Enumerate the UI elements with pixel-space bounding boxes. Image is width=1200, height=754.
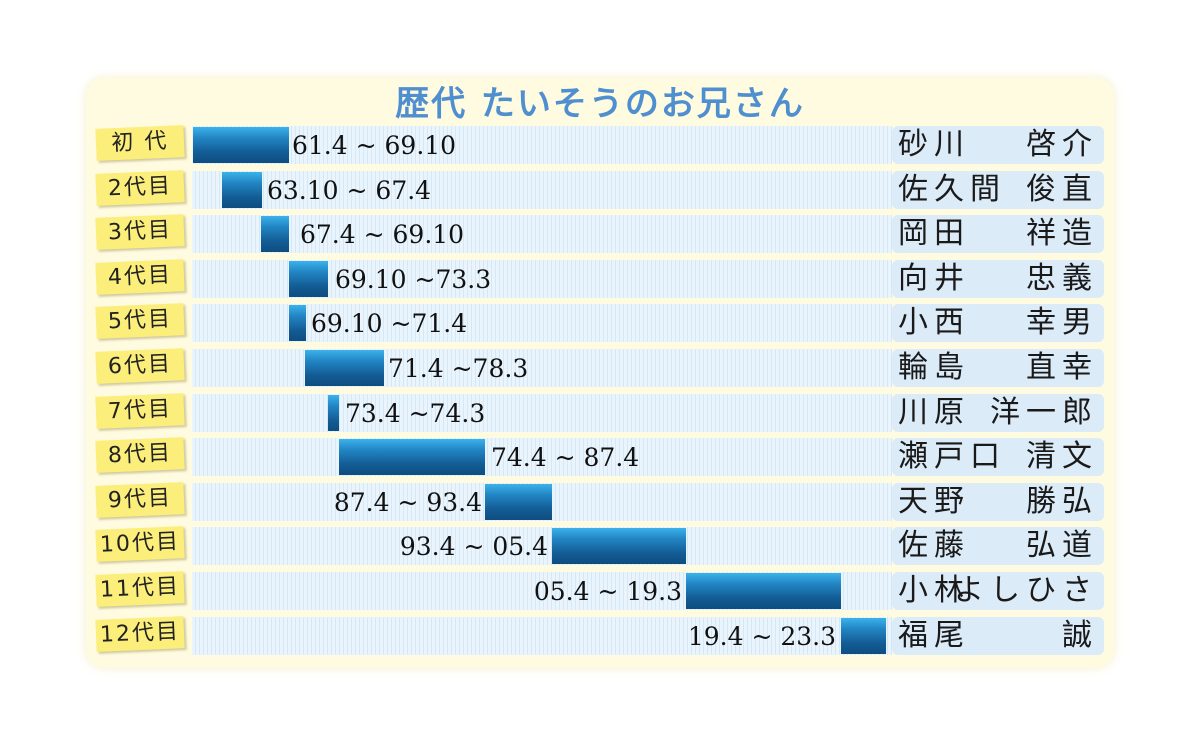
first-name: よしひさ — [954, 573, 1098, 608]
timeline-row: 9代目 87.4 ~ 93.4 天野 勝弘 — [0, 481, 1200, 522]
first-name: 勝弘 — [1026, 483, 1098, 519]
last-name: 輪島 — [898, 350, 970, 385]
timeline-row: 6代目 71.4 ~78.3 輪島 直幸 — [0, 348, 1200, 388]
first-name: 啓介 — [1026, 127, 1098, 162]
first-name: 清文 — [1026, 439, 1098, 475]
row-track — [192, 215, 892, 254]
row-track — [192, 527, 892, 566]
person-name: 天野 勝弘 — [892, 482, 1104, 521]
timeline-row: 7代目 73.4 ~74.3 川原 洋一郎 — [0, 392, 1200, 433]
timeline-row: 8代目 74.4 ~ 87.4 瀬戸口 清文 — [0, 437, 1200, 477]
timeline-row: 12代目 19.4 ~ 23.3 福尾 誠 — [0, 615, 1200, 656]
period-label: 61.4 ~ 69.10 — [292, 131, 457, 160]
timeline-row: 初 代 61.4 ~ 69.10 砂川 啓介 — [0, 125, 1200, 165]
period-label: 67.4 ~ 69.10 — [300, 220, 465, 250]
person-name: 岡田 祥造 — [892, 215, 1104, 254]
chart-title: 歴代 たいそうのお兄さん — [395, 84, 805, 124]
person-name: 小林 よしひさ — [892, 572, 1104, 610]
tenure-bar — [552, 528, 686, 565]
generation-tag: 10代目 — [95, 526, 185, 563]
last-name: 小西 — [898, 305, 970, 341]
first-name: 誠 — [1062, 617, 1098, 653]
generation-tag: 3代目 — [95, 214, 185, 251]
tenure-bar — [339, 439, 485, 476]
tenure-bar — [328, 394, 339, 431]
first-name: 祥造 — [1026, 216, 1098, 252]
tenure-bar — [193, 127, 289, 163]
timeline-row: 10代目 93.4 ~ 05.4 佐藤 弘道 — [0, 526, 1200, 566]
row-track — [192, 616, 892, 655]
person-name: 佐藤 弘道 — [892, 527, 1104, 566]
person-name: 砂川 啓介 — [892, 126, 1104, 164]
period-label: 73.4 ~74.3 — [345, 398, 486, 428]
generation-tag: 6代目 — [95, 348, 185, 384]
person-name: 輪島 直幸 — [892, 349, 1104, 387]
period-label: 63.10 ~ 67.4 — [267, 175, 432, 205]
generation-tag: 11代目 — [95, 571, 185, 607]
last-name: 天野 — [898, 483, 970, 519]
period-label: 87.4 ~ 93.4 — [333, 487, 482, 517]
row-track — [192, 126, 892, 164]
row-track — [192, 438, 892, 477]
last-name: 川原 — [898, 394, 970, 430]
last-name: 小林 — [898, 573, 970, 608]
person-name: 佐久間 俊直 — [892, 170, 1104, 209]
generation-tag: 9代目 — [95, 481, 185, 518]
last-name: 向井 — [898, 260, 970, 296]
generation-tag: 2代目 — [95, 169, 185, 206]
period-label: 69.10 ~73.3 — [335, 264, 492, 294]
timeline-row: 3代目 67.4 ~ 69.10 岡田 祥造 — [0, 214, 1200, 254]
tenure-bar — [261, 216, 289, 253]
generation-tag: 8代目 — [95, 437, 185, 474]
person-name: 向井 忠義 — [892, 259, 1104, 298]
last-name: 砂川 — [898, 127, 970, 162]
tenure-bar — [841, 617, 886, 654]
timeline-row: 2代目 63.10 ~ 67.4 佐久間 俊直 — [0, 169, 1200, 210]
generation-tag: 7代目 — [95, 392, 185, 429]
period-label: 71.4 ~78.3 — [388, 354, 529, 383]
first-name: 直幸 — [1026, 350, 1098, 385]
timeline-row: 11代目 05.4 ~ 19.3 小林 よしひさ — [0, 571, 1200, 611]
last-name: 佐藤 — [898, 528, 970, 564]
period-label: 69.10 ~71.4 — [311, 309, 468, 339]
person-name: 福尾 誠 — [892, 616, 1104, 655]
first-name: 幸男 — [1026, 305, 1098, 341]
period-label: 19.4 ~ 23.3 — [687, 621, 836, 651]
first-name: 弘道 — [1026, 528, 1098, 564]
first-name: 忠義 — [1026, 260, 1098, 296]
tenure-bar — [305, 350, 384, 386]
tenure-bar — [485, 483, 552, 520]
generation-tag: 4代目 — [95, 258, 185, 295]
generation-tag: 5代目 — [95, 303, 185, 340]
period-label: 05.4 ~ 19.3 — [533, 577, 682, 606]
last-name: 福尾 — [898, 617, 970, 653]
tenure-bar — [289, 305, 306, 342]
person-name: 瀬戸口 清文 — [892, 438, 1104, 477]
last-name: 岡田 — [898, 216, 970, 252]
row-track — [192, 393, 892, 432]
first-name: 俊直 — [1026, 171, 1098, 207]
tenure-bar — [289, 260, 328, 297]
row-track — [192, 349, 892, 387]
person-name: 川原 洋一郎 — [892, 393, 1104, 432]
first-name: 洋一郎 — [990, 394, 1098, 430]
last-name: 瀬戸口 — [898, 439, 1006, 475]
tenure-bar — [222, 171, 262, 208]
generation-tag: 初 代 — [95, 125, 185, 161]
generation-tag: 12代目 — [95, 615, 185, 652]
last-name: 佐久間 — [898, 171, 1006, 207]
row-track — [192, 304, 892, 343]
timeline-row: 5代目 69.10 ~71.4 小西 幸男 — [0, 303, 1200, 343]
period-label: 93.4 ~ 05.4 — [399, 532, 548, 562]
row-track — [192, 170, 892, 209]
timeline-row: 4代目 69.10 ~73.3 向井 忠義 — [0, 258, 1200, 299]
person-name: 小西 幸男 — [892, 304, 1104, 343]
period-label: 74.4 ~ 87.4 — [491, 443, 640, 473]
tenure-bar — [686, 573, 841, 609]
